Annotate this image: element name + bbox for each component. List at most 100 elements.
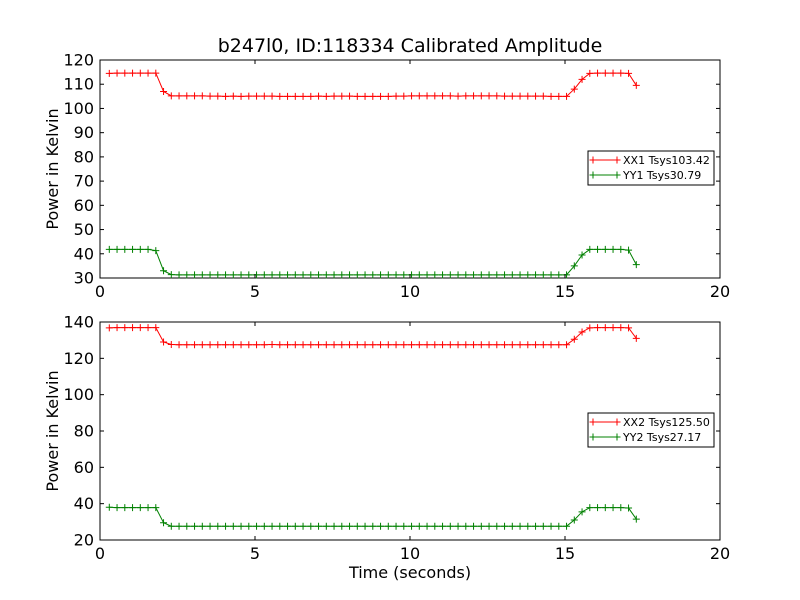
data-point	[307, 522, 315, 530]
data-point	[276, 341, 284, 349]
data-point	[136, 245, 144, 253]
data-point	[160, 519, 168, 527]
data-point	[260, 271, 268, 279]
data-point	[152, 69, 160, 77]
data-point	[532, 92, 540, 100]
y-tick-label: 30	[74, 269, 94, 288]
data-point	[214, 522, 222, 530]
y-tick-label: 40	[74, 244, 94, 263]
data-point	[167, 522, 175, 530]
data-point	[198, 271, 206, 279]
figure-title: b247l0, ID:118334 Calibrated Amplitude	[218, 35, 603, 57]
data-point	[291, 92, 299, 100]
data-point	[183, 522, 191, 530]
data-point	[578, 75, 586, 83]
data-point	[245, 341, 253, 349]
x-tick-label: 5	[250, 544, 260, 563]
data-point	[245, 522, 253, 530]
data-point	[330, 522, 338, 530]
data-point	[555, 271, 563, 279]
data-point	[121, 69, 129, 77]
data-point	[191, 92, 199, 100]
data-point	[532, 522, 540, 530]
data-point	[214, 92, 222, 100]
x-axis-label: Time (seconds)	[348, 563, 471, 582]
data-point	[547, 341, 555, 349]
data-point	[113, 324, 121, 332]
legend-entry-yy1-tsys30-79: YY1 Tsys30.79	[589, 169, 701, 182]
data-point	[369, 341, 377, 349]
y-tick-label: 90	[74, 123, 94, 142]
data-point	[206, 341, 214, 349]
data-point	[253, 341, 261, 349]
legend-entry-xx1-tsys103-42: XX1 Tsys103.42	[589, 154, 710, 167]
series-yy1-tsys30-79	[105, 245, 640, 279]
data-point	[632, 261, 640, 269]
data-point	[191, 271, 199, 279]
data-point	[384, 92, 392, 100]
data-point	[617, 245, 625, 253]
legend-entry-yy2-tsys27-17: YY2 Tsys27.17	[589, 431, 701, 444]
data-point	[477, 522, 485, 530]
data-point	[400, 92, 408, 100]
data-point	[570, 85, 578, 93]
data-point	[384, 522, 392, 530]
data-point	[129, 245, 137, 253]
data-point	[377, 92, 385, 100]
data-point	[609, 69, 617, 77]
data-point	[632, 515, 640, 523]
data-point	[539, 522, 547, 530]
data-point	[237, 92, 245, 100]
data-point	[601, 324, 609, 332]
data-point	[539, 341, 547, 349]
data-point	[601, 504, 609, 512]
data-point	[594, 69, 602, 77]
data-point	[384, 341, 392, 349]
data-point	[454, 341, 462, 349]
data-point	[338, 92, 346, 100]
data-point	[167, 271, 175, 279]
data-point	[330, 341, 338, 349]
data-point	[284, 522, 292, 530]
data-point	[501, 341, 509, 349]
data-point	[570, 262, 578, 270]
data-point	[477, 341, 485, 349]
data-point	[346, 341, 354, 349]
data-point	[586, 324, 594, 332]
data-point	[462, 522, 470, 530]
data-point	[353, 92, 361, 100]
data-point	[423, 341, 431, 349]
data-point	[299, 271, 307, 279]
data-point	[555, 522, 563, 530]
data-point	[253, 92, 261, 100]
data-point	[516, 271, 524, 279]
data-point	[222, 341, 230, 349]
data-point	[361, 522, 369, 530]
data-point	[470, 341, 478, 349]
data-point	[144, 324, 152, 332]
data-point	[276, 522, 284, 530]
data-point	[547, 271, 555, 279]
data-point	[524, 522, 532, 530]
data-point	[307, 341, 315, 349]
data-point	[508, 92, 516, 100]
data-point	[415, 341, 423, 349]
data-point	[322, 522, 330, 530]
x-tick-label: 10	[400, 282, 420, 301]
y-tick-label: 70	[74, 172, 94, 191]
data-point	[501, 522, 509, 530]
data-point	[268, 341, 276, 349]
data-point	[322, 271, 330, 279]
legend-marker	[589, 156, 621, 164]
data-point	[431, 92, 439, 100]
legend-box	[587, 150, 715, 186]
data-point	[539, 271, 547, 279]
data-point	[160, 267, 168, 275]
data-point	[446, 522, 454, 530]
data-point	[245, 92, 253, 100]
data-point	[493, 522, 501, 530]
data-point	[330, 271, 338, 279]
data-point	[470, 522, 478, 530]
data-point	[578, 328, 586, 336]
x-tick-label: 15	[555, 544, 575, 563]
